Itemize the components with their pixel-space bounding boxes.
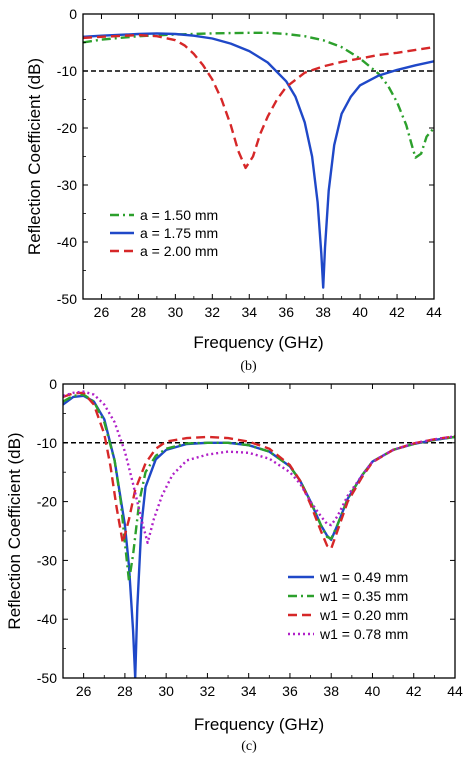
y-tick-label: -10 [37,435,57,451]
legend-label-3: a = 2.00 mm [140,243,218,259]
x-tick-label: 42 [406,683,422,699]
x-tick-label: 38 [315,304,331,320]
y-tick-label: -20 [37,494,57,510]
x-tick-label: 38 [323,683,339,699]
legend-label-4: w1 = 0.78 mm [319,626,408,642]
y-tick-label: -20 [57,120,77,136]
x-tick-label: 44 [426,304,442,320]
x-tick-label: 30 [158,683,174,699]
x-tick-label: 36 [282,683,298,699]
x-tick-label: 26 [76,683,92,699]
x-tick-label: 44 [447,683,463,699]
panel-b-x-axis-title: Frequency (GHz) [193,333,323,352]
y-tick-label: 0 [49,376,57,392]
y-tick-label: -30 [37,552,57,568]
x-tick-label: 42 [389,304,405,320]
legend-label-3: w1 = 0.20 mm [319,607,408,623]
series-line-3 [63,391,455,550]
legend-label-1: a = 1.50 mm [140,207,218,223]
panel-c-y-axis-title: Reflection Coefficient (dB) [5,432,24,629]
series-line-2 [63,393,455,583]
panel-c-caption: (c) [241,739,257,754]
series-line-3 [83,33,434,170]
panel-b-tick-labels: 26 28 30 32 34 36 38 40 42 44 0 -10 -20 -30 -40 -50 [57,6,442,320]
series-line-1 [83,31,434,159]
chart-panel-b: 26 28 30 32 34 36 38 40 42 44 0 -10 -20 -30 -40 -50 Fre… [25,6,442,374]
y-tick-label: -50 [37,670,57,686]
x-tick-label: 32 [205,304,221,320]
panel-c-plot-frame [62,383,456,679]
chart-panel-c: 26 28 30 32 34 36 38 40 42 44 0 -10 -20 -30 -40 -50 Fre… [5,376,463,754]
series-line-2 [83,32,434,289]
y-tick-label: -50 [57,291,77,307]
y-tick-label: -40 [37,611,57,627]
panel-b-caption: (b) [240,359,257,374]
y-tick-label: -40 [57,234,77,250]
x-tick-label: 26 [94,304,110,320]
panel-c-legend: w1 = 0.49 mm w1 = 0.35 mm w1 = 0.20 mm w1 =… [288,569,408,642]
y-tick-label: -10 [57,63,77,79]
x-tick-label: 34 [241,304,257,320]
panel-c-tick-labels: 26 28 30 32 34 36 38 40 42 44 0 -10 -20 -30 -40 -50 [37,376,463,699]
series-line-4 [63,390,455,544]
panel-b-legend: a = 1.50 mm a = 1.75 mm a = 2.00 mm [110,207,218,259]
x-tick-label: 28 [117,683,133,699]
y-tick-label: 0 [69,6,77,22]
panel-b-y-axis-title: Reflection Coefficient (dB) [25,58,44,255]
x-tick-label: 40 [352,304,368,320]
panel-c-plot-area [63,390,455,678]
x-tick-label: 34 [241,683,257,699]
x-tick-label: 36 [278,304,294,320]
x-tick-label: 28 [131,304,147,320]
x-tick-label: 30 [168,304,184,320]
panel-b-plot-frame [82,13,435,300]
panel-c-x-axis-title: Frequency (GHz) [194,715,324,734]
panel-b-plot-area [83,31,434,289]
legend-label-1: w1 = 0.49 mm [319,569,408,585]
x-tick-label: 32 [200,683,216,699]
legend-label-2: w1 = 0.35 mm [319,588,408,604]
y-tick-label: -30 [57,177,77,193]
x-tick-label: 40 [365,683,381,699]
legend-label-2: a = 1.75 mm [140,225,218,241]
